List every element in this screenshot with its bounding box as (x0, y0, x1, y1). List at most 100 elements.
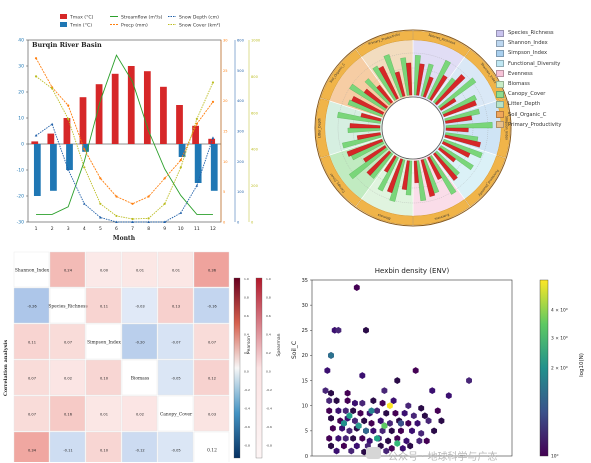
hexbin-cell (399, 445, 406, 452)
y-tick-label: 0 (21, 142, 24, 148)
spearman-tick-label: 0.6 (266, 314, 271, 318)
hexbin-cell (368, 419, 375, 427)
red-bar (439, 97, 457, 111)
tmax-bar (63, 118, 71, 144)
red-bar (445, 115, 473, 124)
red-bar (366, 150, 392, 176)
snow-depth-line-marker (131, 220, 134, 223)
heatmap-cell (13, 323, 50, 360)
y-tick-label: -30 (17, 220, 24, 226)
y-tick-label: 10 (18, 116, 24, 122)
spearman-tick-label: 1.0 (266, 277, 271, 281)
hexbin-cell (429, 387, 436, 395)
hexbin-cell (438, 417, 445, 425)
heatmap-grid: Shannon_Index 0.24 0.00 0.01 0.01 0.36 -0.26 Sp… (13, 251, 272, 462)
legend-snow-depth: Snow Depth (cm) (179, 15, 219, 21)
cell-value: 0.01 (136, 269, 144, 273)
cell-value: -0.11 (63, 449, 72, 453)
heatmap-cell (85, 431, 122, 462)
snow-depth-line-marker (179, 211, 183, 214)
heatmap-cell (13, 287, 50, 324)
hexbin-cell (339, 424, 346, 432)
spearman-tick-label: 0.8 (266, 296, 271, 300)
heatmap-cell (13, 251, 50, 288)
cell-value: 0.24 (64, 269, 73, 273)
hexbin-cell (398, 427, 404, 435)
right-axis-tick-label: 15 (223, 130, 228, 134)
legend-row: Canopy_Cover (496, 89, 588, 99)
plot-frame (27, 39, 222, 223)
variable-label: Simpson_Index (87, 341, 121, 346)
legend-swatch (496, 90, 504, 98)
right-axis-tick-label: 10 (223, 160, 228, 164)
snow-cover-line-marker (147, 217, 150, 220)
x-tick-label: 5 (99, 226, 102, 232)
red-bar (387, 158, 403, 194)
legend-label: Simpson_Index (508, 50, 548, 57)
hexbin-cell (322, 387, 329, 395)
right-axis-tick-label: 0 (223, 221, 226, 225)
snow-cover-line (35, 76, 214, 220)
legend-label: Biomass (508, 81, 530, 88)
hexbin-cell (361, 448, 368, 456)
outer-ring-segment (315, 98, 330, 158)
outer-ring-segment (320, 49, 362, 101)
legend-label: Canopy_Cover (508, 91, 546, 98)
red-bar (394, 71, 406, 97)
x-axis-label: Month (113, 235, 136, 242)
x-tick-label: 8 (147, 226, 150, 232)
red-bar (383, 155, 397, 173)
x-tick-label: 2 (51, 226, 54, 232)
red-bar (445, 127, 469, 133)
pearson-tick-label: 0.6 (244, 314, 249, 318)
snow-depth-line-marker (66, 168, 70, 171)
streamflow-line (36, 54, 213, 215)
snow-depth-line (35, 123, 214, 223)
heatmap-cell (193, 287, 230, 324)
hexbin-cell (381, 387, 388, 395)
outer-ring-segment (413, 199, 470, 226)
outer-ring-segment (356, 30, 413, 57)
hexbin-cell (363, 326, 369, 334)
watermark-text: 公众号 · 地球科学与广态 (388, 452, 498, 463)
red-bar (420, 159, 436, 197)
red-bar (416, 63, 425, 96)
hexbin-cell (352, 417, 358, 425)
cell-value: 0.03 (208, 413, 216, 417)
snow-cover-line-marker (195, 117, 198, 120)
legend-row: Species_Richness (496, 28, 588, 38)
colorbar-tick-label: 2 × 10⁰ (551, 366, 568, 372)
hexbin-cell (394, 435, 401, 442)
hexbin-cell (359, 372, 366, 379)
pearson-tick-label: 0.0 (244, 370, 249, 374)
cell-value: 0.07 (208, 341, 216, 345)
watermark-logo-icon (366, 447, 381, 459)
snow-depth-line-marker (50, 122, 54, 126)
hexbin-cell-dense (394, 440, 401, 447)
variable-label: Shannon_Index (15, 269, 50, 274)
right-axis-tick-label: 1000 (251, 39, 261, 43)
snow-cover-line-marker (51, 87, 54, 90)
outer-ring-segment (413, 30, 470, 57)
pearson-tick-label: 1.0 (244, 277, 249, 281)
snow-depth-line-marker (163, 220, 167, 223)
hexbin-cell (405, 402, 412, 410)
heatmap-cell (85, 323, 122, 360)
y-tick-label: 35 (302, 278, 308, 284)
hexbin-cell (366, 437, 373, 445)
group-label: Biomass (377, 213, 391, 221)
climate-chart-panel: Tmax (°C) Tmin (°C) Streamflow (m³/s) Pr… (0, 0, 300, 250)
y-tick-label: 10 (302, 404, 308, 410)
tmax-bar (79, 97, 87, 144)
legend-row: Soil_Organic_C (496, 110, 588, 120)
hexbin-cell-dense (328, 352, 334, 359)
legend-swatch (496, 39, 504, 47)
tmax-bar (95, 84, 103, 144)
hexbin-cell-dense (340, 419, 347, 427)
legend-swatch (496, 70, 504, 78)
pearson-tick-label: -0.4 (244, 407, 250, 411)
legend-label: Soil_Organic_C (508, 111, 547, 118)
heatmap-cell (157, 287, 194, 324)
snow-cover-line-marker (163, 202, 166, 205)
